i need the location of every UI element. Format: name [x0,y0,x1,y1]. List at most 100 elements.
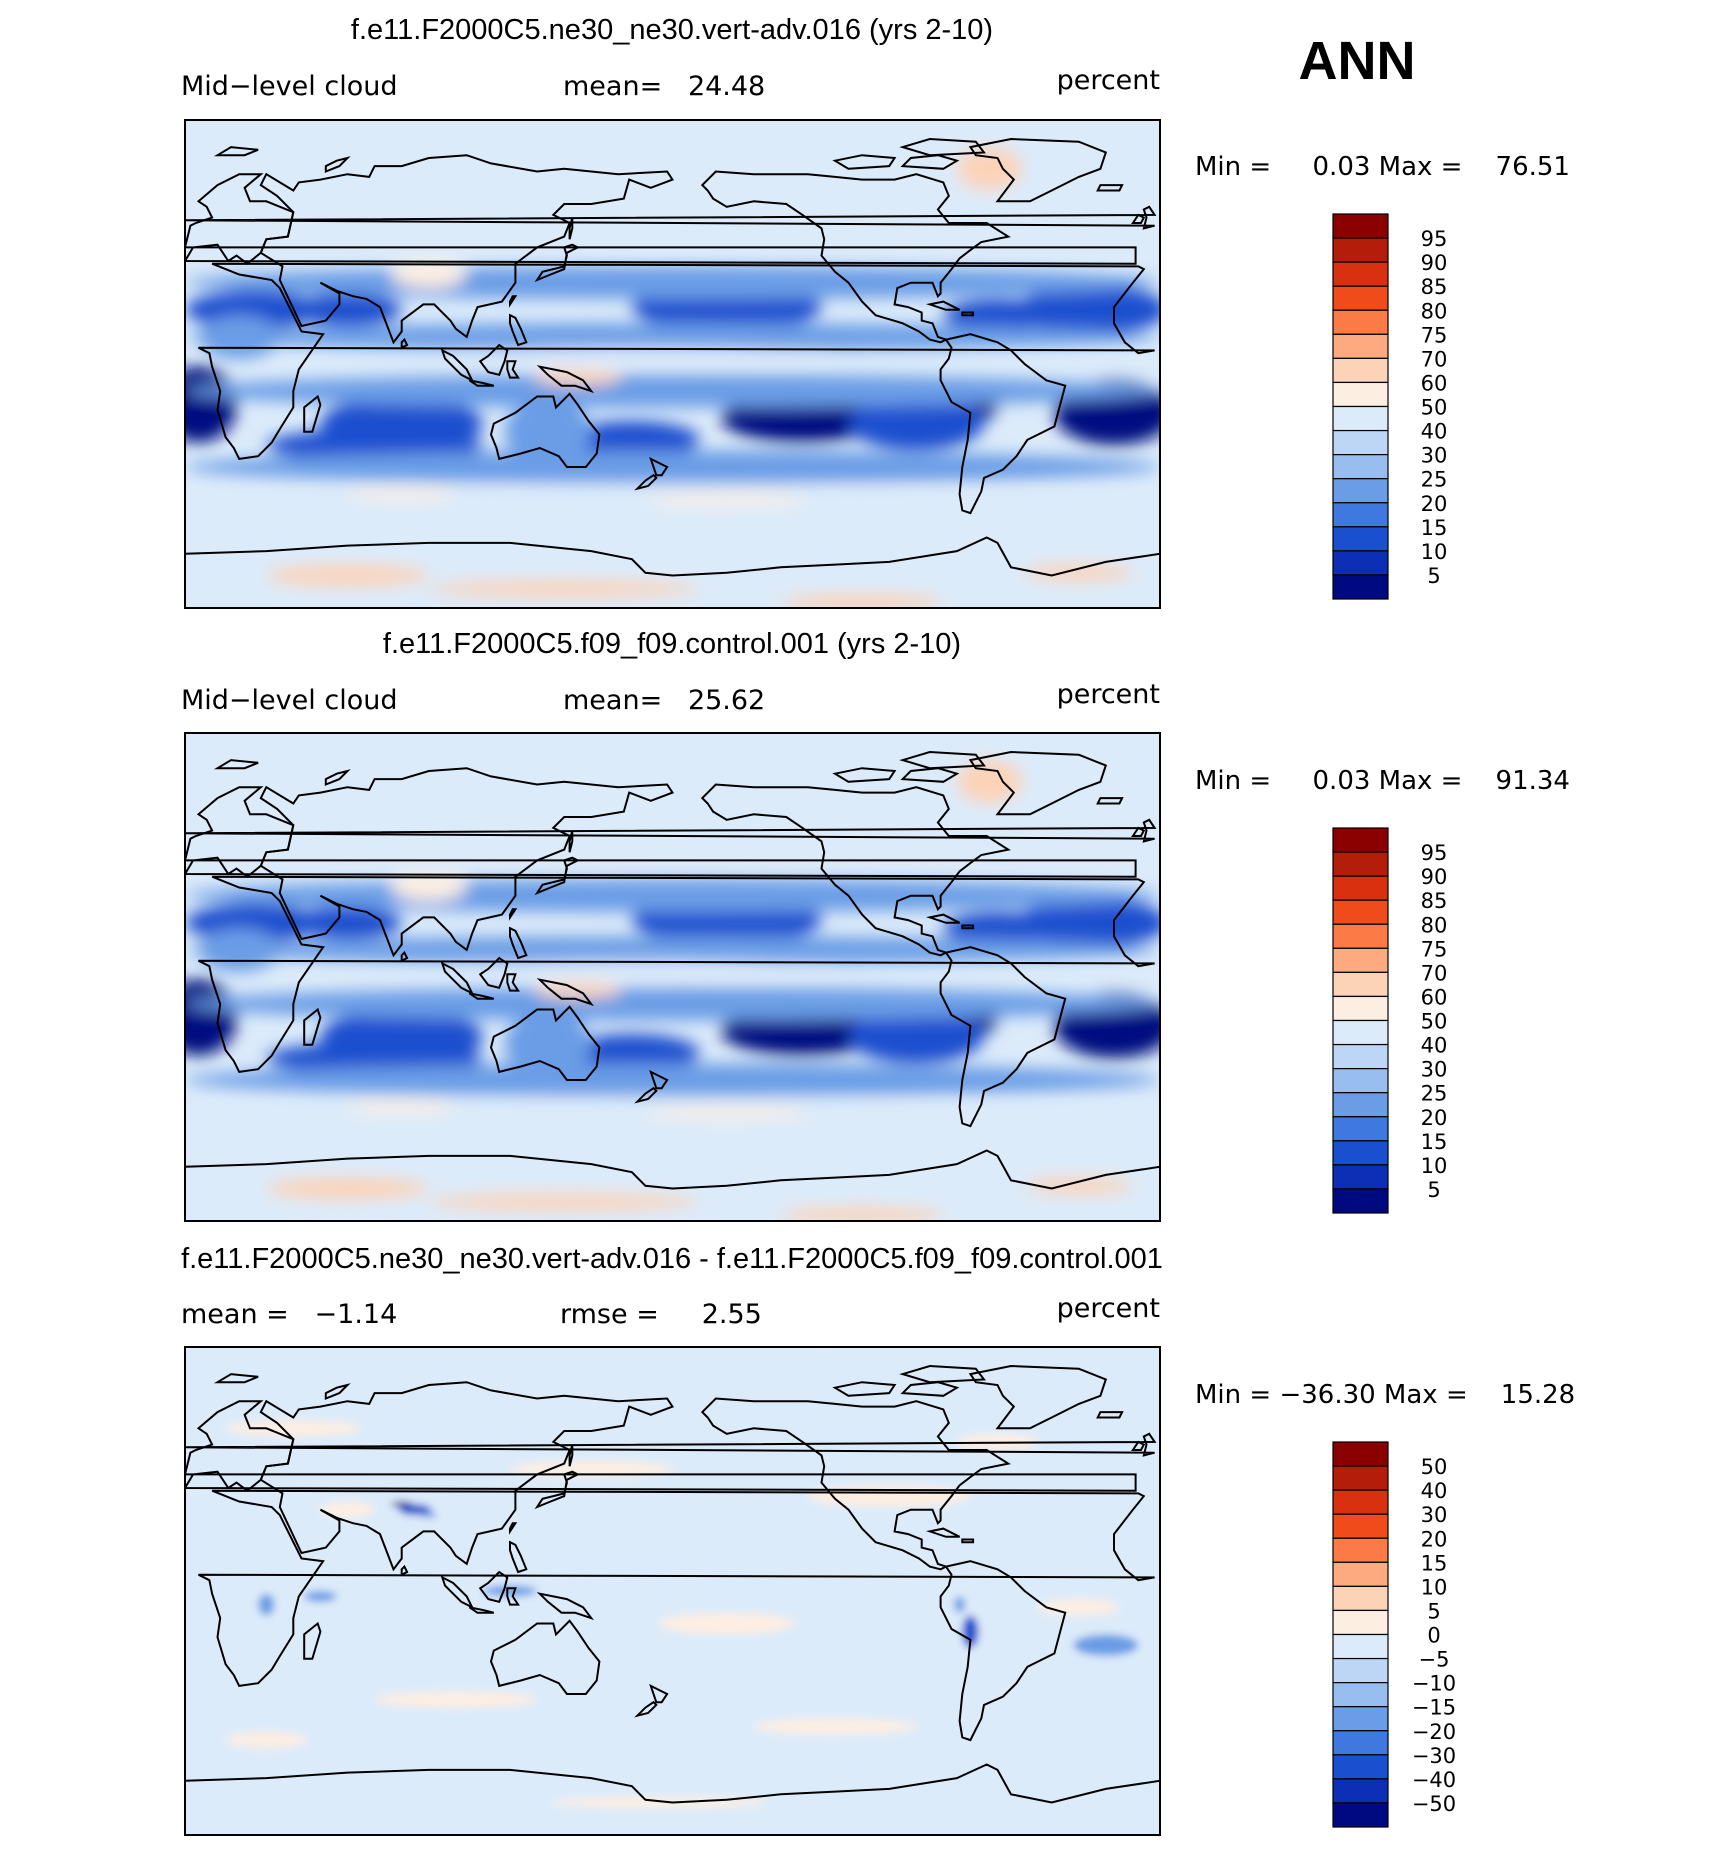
coastline [185,536,1160,608]
coastline [700,170,1011,344]
cloud-field-region [510,1460,673,1478]
cloud-field-region [428,580,700,598]
panel-2-minmax: Min = 0.03 Max = 91.34 [1195,766,1570,796]
coastline [899,750,986,770]
cloud-field-region [455,347,835,364]
colorbar-swatch [1332,237,1389,263]
coastline [198,262,1155,460]
cloud-field-region [185,486,1160,551]
cloud-field-region [1024,1177,1133,1194]
colorbar-label: 75 [1421,323,1448,347]
coastline [832,767,897,783]
cloud-field-region [753,1718,917,1735]
coastline [568,830,574,853]
cloud-field-region [848,396,984,451]
colorbar-label: 50 [1421,396,1448,420]
colorbar-label: 75 [1421,937,1448,961]
coastline [568,217,574,240]
colorbar-label: 15 [1421,1551,1448,1575]
coastline [534,856,580,896]
colorbar-label: 60 [1421,371,1448,395]
coastline [324,156,351,173]
colorbar-label: 40 [1421,1479,1448,1503]
colorbar-swatch [1332,1802,1389,1828]
cloud-field-region [954,1596,965,1613]
coastline [324,1383,351,1400]
coastline [534,243,580,283]
coastline [900,154,960,170]
colorbar-swatch [1332,1778,1389,1804]
coastline [1096,1411,1124,1419]
cloud-field-region [293,293,402,327]
cloud-field-region [185,366,237,443]
coastline [478,343,509,376]
panel-1-minmax: Min = 0.03 Max = 76.51 [1195,152,1570,182]
cloud-field-region [185,936,1160,964]
panel-2-map [185,733,1160,1221]
coastline [832,154,897,170]
panel-1: f.e11.F2000C5.ne30_ne30.vert-adv.016 (yr… [181,14,1570,609]
cloud-field-region [645,1107,808,1118]
coastline [1096,184,1124,192]
coastline [700,783,1011,957]
colorbar-label: 80 [1421,913,1448,937]
colorbar-swatch [1332,1092,1389,1118]
colorbar-swatch [1332,1489,1389,1515]
colorbar-label: −50 [1412,1792,1456,1816]
season-label: ANN [1299,31,1416,91]
coastline [509,926,528,960]
coastline [489,392,601,468]
coastline [506,973,520,992]
coastline [506,360,520,379]
colorbar-swatch [1332,1730,1389,1756]
coastline [478,956,509,989]
coastline [900,767,960,783]
coastline [832,1381,897,1397]
panel-2-title: f.e11.F2000C5.f09_f09.control.001 (yrs 2… [383,628,961,660]
coastline [198,875,1155,1073]
cloud-field-region [504,1012,592,1078]
colorbar-label: 5 [1427,1178,1440,1202]
cloud-field-region [225,1420,361,1437]
colorbar-label: 25 [1421,1082,1448,1106]
coastline [925,1527,961,1538]
coastline [185,205,1157,230]
colorbar-label: 70 [1421,347,1448,371]
cloud-field-region [962,1615,979,1648]
cloud-field-region [1073,1634,1139,1656]
panel-2-map-frame [184,732,1161,1222]
cloud-field-region [1038,1599,1120,1616]
coastline [925,300,961,311]
panel-1-variable-label: Mid−level cloud [181,71,397,102]
coastline [1131,1440,1146,1451]
cloud-field-region [848,1009,984,1064]
colorbar-label: 30 [1421,444,1448,468]
coastline [213,759,259,770]
colorbar-label: 10 [1421,1154,1448,1178]
colorbar-label: 50 [1421,1455,1448,1479]
cloud-field-region [390,260,467,289]
coastline [324,769,351,786]
colorbar-swatch [1332,1706,1389,1732]
coastline [489,1005,601,1081]
cloud-field-region [185,987,1160,1021]
coastline [400,950,409,963]
colorbar-swatch [1332,923,1389,949]
cloud-field-region [420,1512,437,1518]
panel-3: f.e11.F2000C5.ne30_ne30.vert-adv.016 - f… [181,1243,1575,1836]
cloud-field-region [956,760,1022,804]
cloud-field-region [1016,285,1160,335]
colorbar-label: 20 [1421,1106,1448,1130]
coastline [489,1619,601,1695]
coastline [649,1683,669,1704]
colorbar-swatch [1332,357,1389,384]
cloud-field-region [659,1612,795,1635]
colorbar-label: 95 [1421,841,1448,865]
panel-3-map [185,1347,1160,1835]
cloud-field-region [185,1063,1160,1097]
colorbar-label: 40 [1421,1034,1448,1058]
colorbar-swatch [1332,1561,1389,1587]
